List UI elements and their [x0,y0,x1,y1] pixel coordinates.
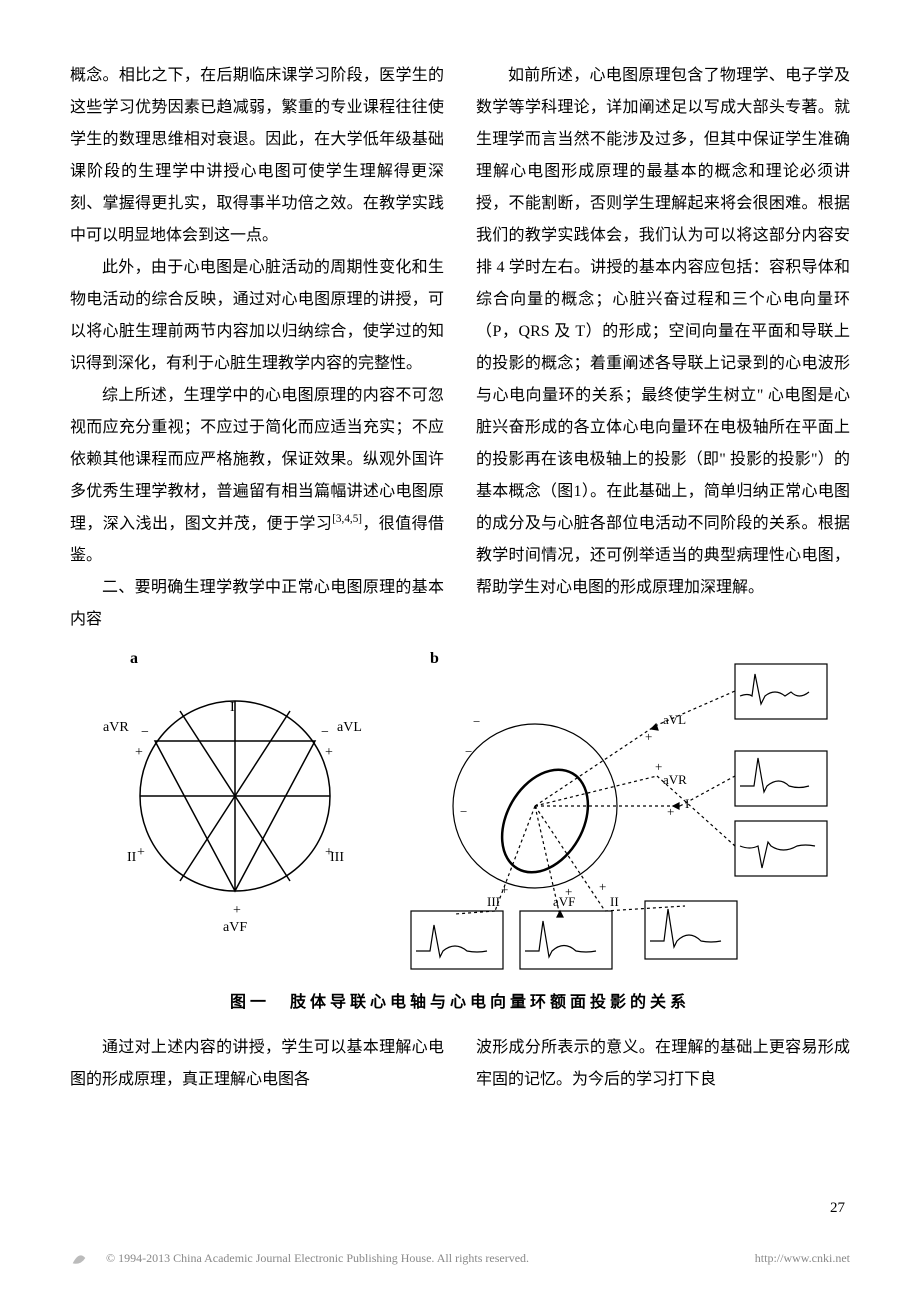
svg-text:aVR: aVR [103,720,129,735]
figure-panel-b: aVL I aVR II aVF III + + + + + + − − − [405,656,845,976]
text-columns-bottom: 通过对上述内容的讲授，学生可以基本理解心电图的形成原理，真正理解心电图各 波形成… [70,1032,850,1096]
svg-text:aVL: aVL [337,720,362,735]
left-p3: 综上所述，生理学中的心电图原理的内容不可忽视而应充分重视；不应过于简化而应适当充… [70,380,444,572]
figure-1: a b I aVR aVL II III aVF − [70,656,850,1012]
svg-text:−: − [460,804,467,819]
svg-text:+: + [325,745,333,760]
figure-caption: 图一 肢体导联心电轴与心电向量环额面投影的关系 [70,988,850,1012]
svg-text:I: I [685,796,689,811]
svg-text:+: + [233,903,241,918]
svg-text:aVL: aVL [663,712,686,727]
figure-label-b: b [430,650,439,668]
cnki-logo-icon [70,1249,88,1267]
left-p3-a: 综上所述，生理学中的心电图原理的内容不可忽视而应充分重视；不应过于简化而应适当充… [70,387,444,532]
svg-text:aVR: aVR [663,772,687,787]
bottom-left-column: 通过对上述内容的讲授，学生可以基本理解心电图的形成原理，真正理解心电图各 [70,1032,444,1096]
bottom-right-p1: 波形成分所表示的意义。在理解的基础上更容易形成牢固的记忆。为今后的学习打下良 [476,1032,850,1096]
svg-text:+: + [667,804,674,819]
svg-text:I: I [230,700,235,715]
svg-text:+: + [325,845,333,860]
footer-link[interactable]: http://www.cnki.net [755,1251,850,1266]
svg-text:II: II [127,850,137,865]
text-columns-top: 概念。相比之下，在后期临床课学习阶段，医学生的这些学习优势因素已趋减弱，繁重的专… [70,60,850,636]
bottom-right-column: 波形成分所表示的意义。在理解的基础上更容易形成牢固的记忆。为今后的学习打下良 [476,1032,850,1096]
left-p1: 概念。相比之下，在后期临床课学习阶段，医学生的这些学习优势因素已趋减弱，繁重的专… [70,60,444,252]
svg-text:+: + [137,845,145,860]
svg-text:II: II [610,894,619,909]
svg-text:+: + [655,759,662,774]
svg-text:aVF: aVF [223,920,247,935]
left-p2: 此外，由于心电图是心脏活动的周期性变化和生物电活动的综合反映，通过对心电图原理的… [70,252,444,380]
svg-text:−: − [473,714,480,729]
svg-text:+: + [565,884,572,899]
right-p1: 如前所述，心电图原理包含了物理学、电子学及数学等学科理论，详加阐述足以写成大部头… [476,60,850,604]
footer: © 1994-2013 China Academic Journal Elect… [70,1249,850,1267]
figure-label-a: a [130,650,138,668]
left-p3-ref: [3,4,5] [332,513,362,525]
svg-text:−: − [465,744,472,759]
svg-text:−: − [321,725,329,740]
svg-text:III: III [487,894,500,909]
svg-text:+: + [645,729,652,744]
left-p4: 二、要明确生理学教学中正常心电图原理的基本内容 [70,572,444,636]
figure-panel-a: I aVR aVL II III aVF − − + + + + + [75,656,395,946]
svg-text:+: + [135,745,143,760]
svg-text:−: − [141,725,149,740]
left-column: 概念。相比之下，在后期临床课学习阶段，医学生的这些学习优势因素已趋减弱，繁重的专… [70,60,444,636]
svg-text:+: + [501,882,508,897]
svg-text:+: + [599,879,606,894]
bottom-left-p1: 通过对上述内容的讲授，学生可以基本理解心电图的形成原理，真正理解心电图各 [70,1032,444,1096]
right-column: 如前所述，心电图原理包含了物理学、电子学及数学等学科理论，详加阐述足以写成大部头… [476,60,850,636]
page-number: 27 [830,1200,845,1217]
footer-copyright: © 1994-2013 China Academic Journal Elect… [106,1251,529,1266]
